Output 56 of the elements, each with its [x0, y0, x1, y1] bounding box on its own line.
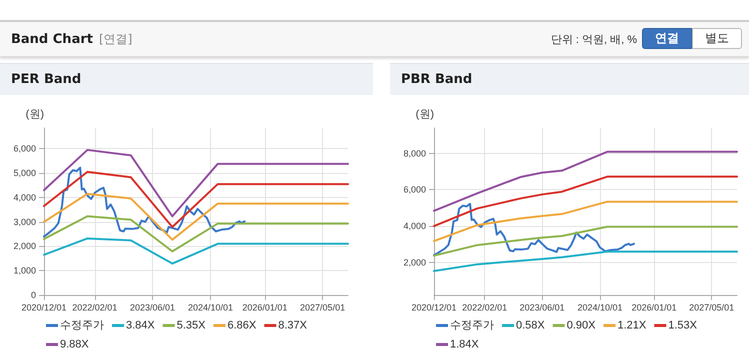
line-series	[43, 215, 349, 252]
x-tick-label: 2027/05/01	[300, 302, 346, 312]
line-series	[433, 226, 738, 257]
y-tick-label: 4,000	[403, 221, 426, 232]
legend-label: 0.90X	[566, 320, 596, 332]
y-tick-label: 2,000	[13, 241, 36, 252]
chart-title: PBR Band	[390, 63, 749, 95]
text: [연결]	[98, 32, 132, 46]
line-series	[43, 170, 349, 228]
text: 별도	[692, 28, 742, 49]
legend-label: 수정주가	[450, 320, 494, 332]
legend-label: 수정주가	[60, 320, 104, 332]
x-tick-label: 2020/12/01	[21, 302, 67, 312]
y-tick-label: 4,000	[13, 192, 36, 202]
x-tick-label: 2024/10/01	[577, 302, 622, 312]
x-tick-label: 2026/01/01	[242, 302, 288, 312]
line-series	[433, 176, 738, 228]
line-series	[433, 200, 738, 242]
chart-title: PER Band	[0, 63, 373, 95]
line-series	[433, 250, 738, 272]
x-tick-label: 2023/06/01	[130, 302, 175, 312]
y-axis-title: (원)	[26, 108, 44, 120]
x-tick-label: 2020/12/01	[411, 302, 457, 312]
line-series	[43, 237, 349, 265]
y-tick-label: 6,000	[13, 144, 36, 154]
line-series	[433, 150, 738, 212]
legend-label: 6.86X	[227, 320, 257, 332]
x-tick-label: 2022/02/01	[462, 302, 508, 312]
line-series	[43, 148, 349, 218]
legend-label: 0.58X	[516, 320, 546, 332]
line-series	[433, 202, 635, 256]
x-tick-label: 2023/06/01	[520, 302, 565, 312]
y-tick-label: 5,000	[13, 168, 36, 178]
y-tick-label: 3,000	[13, 216, 36, 227]
legend-label: 1.21X	[617, 320, 647, 332]
x-tick-label: 2026/01/01	[632, 302, 677, 312]
y-tick-label: 8,000	[403, 148, 426, 158]
legend-label: 1.84X	[450, 338, 480, 350]
legend-label: 9.88X	[60, 338, 90, 350]
legend-label: 8.37X	[278, 320, 308, 332]
legend-label: 1.53X	[668, 320, 698, 332]
text: 단위 : 억원, 배, %	[550, 33, 637, 47]
y-tick-label: 6,000	[403, 184, 426, 195]
text: 연결	[642, 28, 692, 49]
x-tick-label: 2022/02/01	[72, 302, 118, 312]
legend-label: 5.35X	[176, 320, 206, 332]
line-series	[43, 166, 246, 238]
legend-label: 3.84X	[126, 320, 156, 332]
line-series	[43, 192, 349, 241]
x-tick-label: 2027/05/01	[689, 302, 734, 312]
text: Band Chart	[11, 32, 93, 47]
x-tick-label: 2024/10/01	[188, 302, 234, 312]
y-tick-label: 0	[30, 290, 36, 300]
y-axis-title: (원)	[416, 108, 434, 120]
y-tick-label: 1,000	[13, 266, 36, 276]
y-tick-label: 2,000	[403, 257, 426, 268]
